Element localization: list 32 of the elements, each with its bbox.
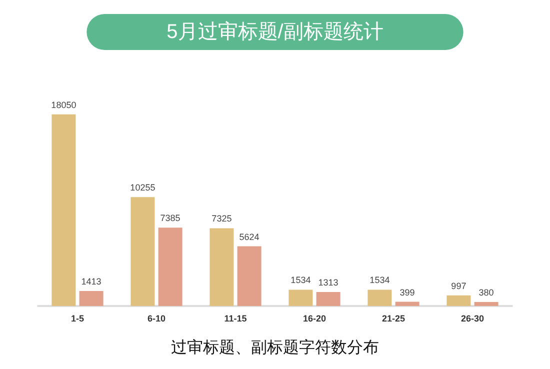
data-label: 1534 [370,275,390,286]
bar [130,197,155,306]
x-tick-label: 6-10 [147,314,166,324]
bar [474,302,498,306]
data-label: 1413 [81,276,102,286]
chart-title: 5月过审标题/副标题统计 [166,20,384,43]
bar [158,228,182,306]
data-label: 7325 [212,214,232,224]
x-axis-title: 过审标题、副标题字符数分布 [171,338,379,356]
bar [288,290,313,306]
bar [79,290,104,306]
bar [52,114,76,306]
data-label: 399 [400,287,415,298]
x-tick-label: 26-30 [460,314,484,324]
x-tick-label: 11-15 [224,314,247,324]
data-label: 10255 [130,182,156,193]
data-label: 5624 [239,232,260,242]
data-label: 18050 [51,100,76,110]
x-tick-label: 1-5 [70,314,84,324]
x-tick-label: 16-20 [302,314,326,324]
bar [316,292,340,306]
data-label: 997 [451,280,466,291]
x-tick-label: 21-25 [382,314,406,324]
bar [446,295,471,306]
bar [210,228,234,306]
data-label: 1534 [290,275,311,286]
bar [395,302,420,306]
data-label: 380 [478,287,494,298]
data-label: 7385 [160,213,180,224]
data-label: 1313 [318,278,338,288]
bar [368,290,392,306]
bar [237,246,262,306]
